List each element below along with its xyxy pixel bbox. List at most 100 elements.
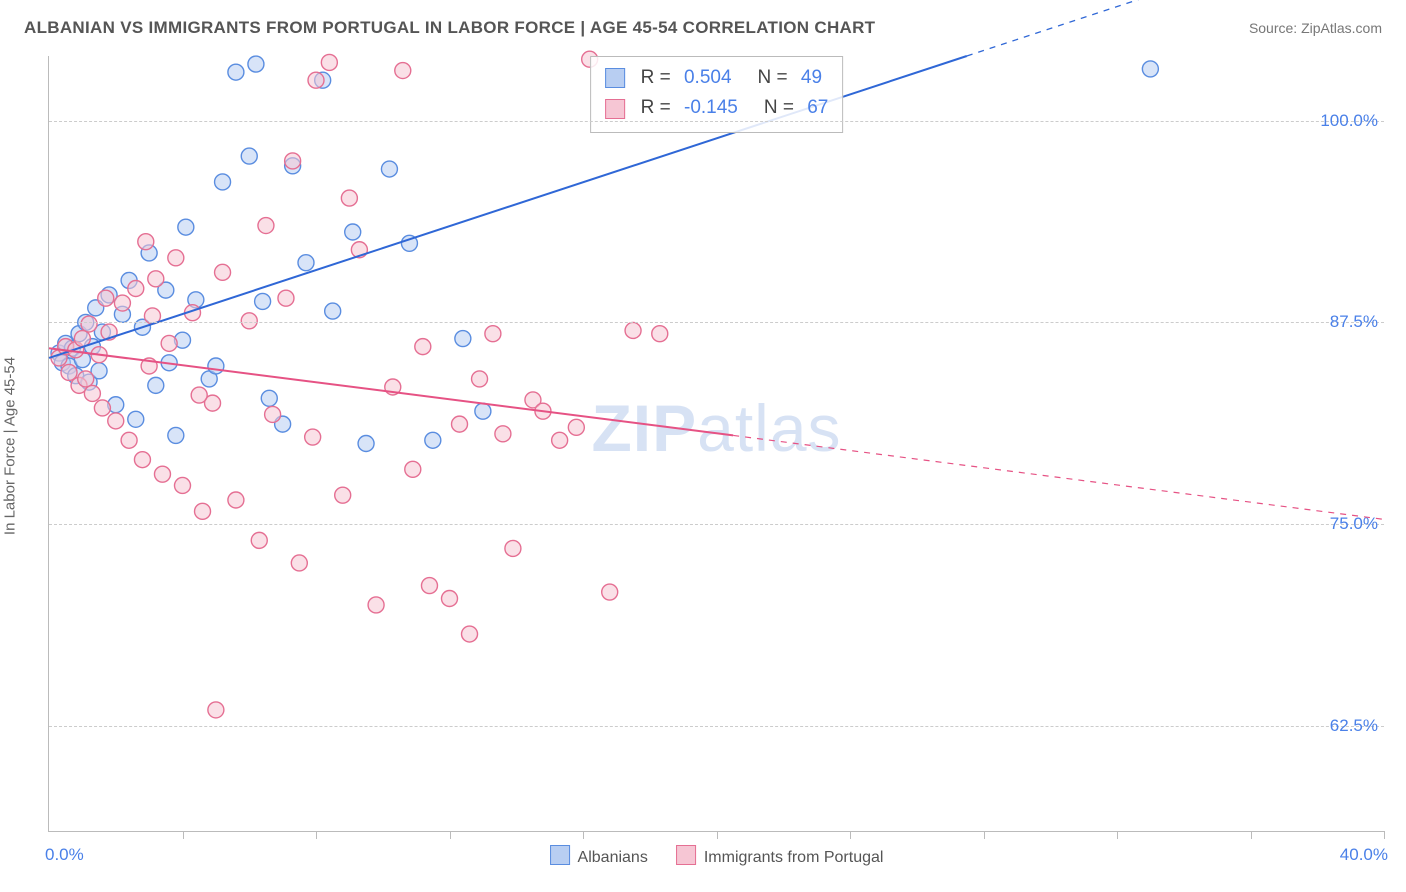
gridline-h [49,524,1384,525]
data-point [495,426,511,442]
series-swatch [605,99,625,119]
data-point [415,339,431,355]
x-tick [1117,831,1118,839]
scatter-chart-area: ZIPatlas R = 0.504N = 49R = -0.145N = 67… [48,56,1384,832]
data-point [168,250,184,266]
data-point [148,271,164,287]
data-point [128,411,144,427]
data-point [278,290,294,306]
data-point [625,322,641,338]
trend-line-extrapolated [733,435,1384,519]
data-point [652,326,668,342]
data-point [84,385,100,401]
data-point [191,387,207,403]
data-point [335,487,351,503]
data-point [81,316,97,332]
data-point [358,436,374,452]
data-point [368,597,384,613]
data-point [455,331,471,347]
data-point [148,377,164,393]
series-swatch [550,845,570,865]
x-tick [717,831,718,839]
data-point [195,503,211,519]
data-point [98,290,114,306]
data-point [442,591,458,607]
data-point [134,452,150,468]
legend-bottom: Albanians Immigrants from Portugal [550,845,884,867]
series-swatch [605,68,625,88]
data-point [421,578,437,594]
data-point [305,429,321,445]
data-point [138,234,154,250]
data-point [308,72,324,88]
data-point [425,432,441,448]
x-tick [316,831,317,839]
data-point [114,295,130,311]
stat-r-value: -0.145 [684,93,738,123]
data-point [178,219,194,235]
gridline-h [49,726,1384,727]
gridline-h [49,121,1384,122]
data-point [602,584,618,600]
data-point [228,492,244,508]
data-point [241,313,257,329]
data-point [568,419,584,435]
data-point [154,466,170,482]
source-attribution: Source: ZipAtlas.com [1249,20,1382,36]
stat-n-value: 67 [807,93,828,123]
data-point [462,626,478,642]
stat-n-label: N = [764,93,799,123]
data-point [255,293,271,309]
data-point [175,477,191,493]
y-tick-label: 75.0% [1330,514,1378,534]
y-tick-label: 87.5% [1330,312,1378,332]
data-point [298,255,314,271]
series-swatch [676,845,696,865]
x-axis-min-label: 0.0% [45,845,84,865]
legend-label: Albanians [578,849,648,866]
data-point [228,64,244,80]
data-point [241,148,257,164]
data-point [265,406,281,422]
x-tick [450,831,451,839]
stats-row: R = -0.145 N = 67 [605,93,829,123]
data-point [161,335,177,351]
data-point [215,264,231,280]
data-point [475,403,491,419]
data-point [128,281,144,297]
data-point [285,153,301,169]
stats-row: R = 0.504N = 49 [605,63,829,93]
data-point [505,540,521,556]
data-point [261,390,277,406]
y-tick-label: 62.5% [1330,716,1378,736]
data-point [321,54,337,70]
stat-r-label: R = [641,63,676,93]
legend-label: Immigrants from Portugal [704,849,884,866]
data-point [345,224,361,240]
chart-title: ALBANIAN VS IMMIGRANTS FROM PORTUGAL IN … [24,18,875,38]
data-point [215,174,231,190]
data-point [1142,61,1158,77]
data-point [405,461,421,477]
x-tick [583,831,584,839]
x-tick [1384,831,1385,839]
data-point [395,63,411,79]
data-point [291,555,307,571]
stat-n-value: 49 [801,63,822,93]
stat-r-value: 0.504 [684,63,732,93]
legend-item: Immigrants from Portugal [676,845,884,867]
data-point [251,532,267,548]
x-tick [984,831,985,839]
data-point [208,358,224,374]
plot-svg [49,56,1384,831]
data-point [168,427,184,443]
gridline-h [49,322,1384,323]
data-point [381,161,397,177]
stat-r-label: R = [641,93,676,123]
data-point [472,371,488,387]
data-point [325,303,341,319]
data-point [108,413,124,429]
data-point [248,56,264,72]
y-tick-label: 100.0% [1320,111,1378,131]
x-axis-max-label: 40.0% [1340,845,1388,865]
